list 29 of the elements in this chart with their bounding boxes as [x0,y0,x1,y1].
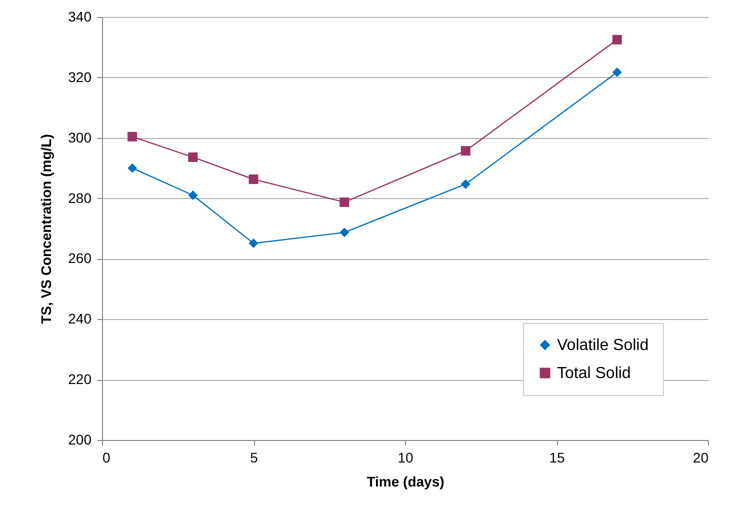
point [188,152,198,162]
point [188,190,198,200]
y-axis-title: TS, VS Concentration (mg/L) [38,134,54,324]
legend-label: Total Solid [557,365,631,382]
point [340,197,350,207]
y-tick-label: 260 [68,250,92,266]
y-tick-label: 280 [68,190,92,206]
x-tick-label: 5 [250,450,258,466]
x-axis-title: Time (days) [366,474,444,490]
point [248,174,258,184]
y-tick-label: 300 [68,129,92,146]
point [128,163,138,173]
y-tick-label: 320 [68,68,92,85]
x-tick-label: 0 [102,450,110,466]
point [128,132,138,142]
y-tick-label: 200 [68,432,92,448]
x-tick-label: 15 [549,450,565,466]
y-tick-label: 340 [68,8,92,24]
point [340,228,350,238]
point [460,146,470,156]
point [248,238,258,248]
point [612,68,622,78]
legend-label: Volatile Solid [557,337,649,354]
point [612,34,622,44]
x-tick-label: 20 [692,450,709,466]
point [460,179,470,189]
y-tick-label: 240 [68,310,92,327]
y-tick-label: 220 [68,371,92,388]
x-tick-label: 10 [398,450,414,466]
